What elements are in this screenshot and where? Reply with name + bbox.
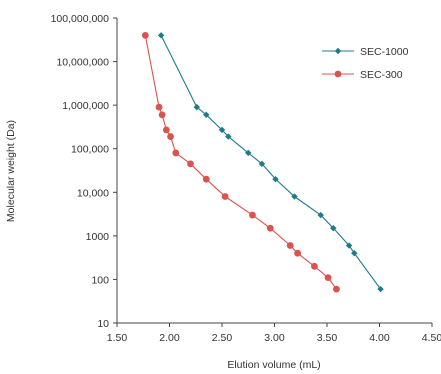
y-tick-label: 1000 <box>86 231 110 243</box>
legend-label: SEC-1000 <box>360 46 409 58</box>
x-tick-label: 2.00 <box>159 332 180 344</box>
data-point <box>172 149 180 157</box>
x-tick-label: 3.50 <box>317 332 338 344</box>
data-point <box>203 111 210 119</box>
legend: SEC-1000 SEC-300 <box>322 46 409 81</box>
data-point <box>141 31 149 39</box>
data-point <box>249 211 256 219</box>
data-point <box>345 242 353 249</box>
data-point <box>291 193 298 200</box>
legend-item: SEC-1000 <box>322 46 409 58</box>
y-tick-label: 1,000,000 <box>62 100 109 112</box>
series-sec-1000 <box>157 32 384 293</box>
data-point <box>258 160 266 168</box>
data-point <box>158 111 166 119</box>
data-point <box>218 126 226 134</box>
x-tick-label: 3.00 <box>264 332 285 344</box>
legend-item: SEC-300 <box>322 69 403 81</box>
x-axis-ticks: 1.50 2.00 2.50 3.00 3.50 4.00 4.50 <box>107 323 441 344</box>
x-tick-label: 4.50 <box>422 332 441 344</box>
data-point <box>167 133 174 140</box>
data-point <box>377 285 384 293</box>
y-tick-label: 100,000,000 <box>51 13 110 25</box>
series-sec-300 <box>141 31 340 293</box>
y-tick-label: 100 <box>91 274 109 286</box>
data-point <box>157 32 165 39</box>
y-tick-label: 100,000 <box>71 144 109 156</box>
data-point <box>187 160 194 168</box>
x-axis-label: Elution volume (mL) <box>227 359 320 371</box>
data-point <box>311 262 318 270</box>
x-tick-label: 4.00 <box>369 332 390 344</box>
data-point <box>266 224 274 232</box>
y-axis-ticks: 10 100 1000 10,000 100,000 1,000,000 10,000,00… <box>51 13 117 330</box>
y-tick-label: 10,000,000 <box>56 57 109 69</box>
data-point <box>193 103 200 111</box>
series-line <box>144 35 337 290</box>
series-line <box>160 35 381 290</box>
y-axis-label: Molecular weight (Da) <box>5 120 17 222</box>
data-point <box>330 224 337 232</box>
data-point <box>351 249 358 257</box>
series-layer <box>141 31 384 293</box>
data-point <box>155 103 163 111</box>
data-point <box>245 149 252 157</box>
legend-marker <box>334 47 342 55</box>
data-point <box>333 285 340 293</box>
data-point <box>324 274 332 282</box>
data-point <box>162 126 170 134</box>
data-point <box>294 249 301 257</box>
y-tick-label: 10 <box>97 318 109 330</box>
data-point <box>202 175 210 183</box>
legend-label: SEC-300 <box>360 69 403 81</box>
legend-marker <box>334 70 342 78</box>
x-tick-label: 1.50 <box>107 332 128 344</box>
axes <box>116 18 432 324</box>
x-tick-label: 2.50 <box>212 332 233 344</box>
data-point <box>225 133 232 140</box>
y-tick-label: 10,000 <box>77 187 109 199</box>
data-point <box>272 175 279 183</box>
data-point <box>317 211 324 219</box>
data-point <box>286 242 294 249</box>
data-point <box>221 193 229 200</box>
